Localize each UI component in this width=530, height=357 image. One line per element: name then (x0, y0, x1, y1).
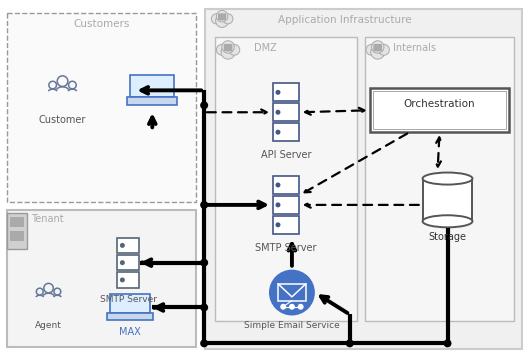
Bar (7, 12, 196, 202)
Circle shape (298, 304, 304, 310)
Bar (273, 196, 299, 214)
Bar (117, 272, 139, 288)
Bar (278, 284, 306, 301)
Circle shape (120, 243, 125, 248)
Circle shape (229, 44, 240, 55)
Ellipse shape (422, 215, 472, 227)
Bar (215, 36, 357, 321)
Circle shape (223, 14, 233, 24)
Bar (127, 97, 177, 105)
Bar (108, 313, 153, 320)
Circle shape (221, 45, 235, 59)
Text: Storage: Storage (429, 232, 466, 242)
Circle shape (378, 44, 390, 55)
Text: SMTP Server: SMTP Server (255, 243, 317, 253)
Bar (273, 123, 299, 141)
Circle shape (120, 260, 125, 265)
Text: Customers: Customers (73, 19, 130, 29)
FancyBboxPatch shape (224, 44, 233, 51)
Bar (117, 255, 139, 270)
Bar (373, 91, 506, 129)
Bar (273, 84, 299, 101)
Circle shape (276, 90, 280, 95)
Text: DMZ: DMZ (254, 42, 277, 52)
Circle shape (276, 130, 280, 135)
Circle shape (200, 259, 208, 267)
Circle shape (444, 340, 452, 347)
Circle shape (269, 270, 315, 316)
Bar (205, 9, 523, 350)
Circle shape (200, 340, 208, 347)
Bar (365, 36, 514, 321)
Bar (10, 217, 24, 227)
Circle shape (216, 15, 228, 27)
Circle shape (216, 10, 228, 22)
Bar (273, 103, 299, 121)
FancyBboxPatch shape (218, 13, 226, 20)
Bar (130, 75, 174, 97)
Bar (110, 294, 151, 313)
Circle shape (120, 277, 125, 282)
Circle shape (280, 304, 286, 310)
Text: Application Infrastructure: Application Infrastructure (278, 15, 412, 25)
Circle shape (346, 340, 354, 347)
Text: Internals: Internals (393, 42, 436, 52)
Bar (7, 213, 27, 249)
Bar (117, 238, 139, 253)
Circle shape (211, 14, 222, 24)
Bar (7, 210, 196, 347)
Circle shape (289, 304, 295, 310)
Text: MAX: MAX (119, 327, 141, 337)
Bar (370, 88, 509, 132)
Text: Orchestration: Orchestration (404, 99, 475, 109)
Bar (273, 216, 299, 234)
Text: Tenant: Tenant (31, 214, 63, 224)
Circle shape (276, 182, 280, 187)
Text: Agent: Agent (35, 321, 62, 331)
Circle shape (216, 44, 227, 55)
Circle shape (200, 303, 208, 311)
Text: Customer: Customer (39, 115, 86, 125)
FancyBboxPatch shape (373, 44, 382, 51)
Circle shape (200, 101, 208, 109)
Bar (10, 231, 24, 241)
Circle shape (372, 41, 384, 53)
Circle shape (276, 202, 280, 207)
Circle shape (366, 44, 377, 55)
Text: API Server: API Server (261, 150, 311, 160)
Circle shape (200, 201, 208, 209)
Ellipse shape (422, 172, 472, 185)
Circle shape (276, 222, 280, 227)
Circle shape (222, 41, 234, 53)
Bar (273, 176, 299, 194)
Text: Simple Email Service: Simple Email Service (244, 321, 340, 331)
Bar (422, 178, 472, 221)
Circle shape (276, 110, 280, 115)
Text: SMTP Server: SMTP Server (100, 295, 157, 303)
Circle shape (370, 45, 385, 59)
